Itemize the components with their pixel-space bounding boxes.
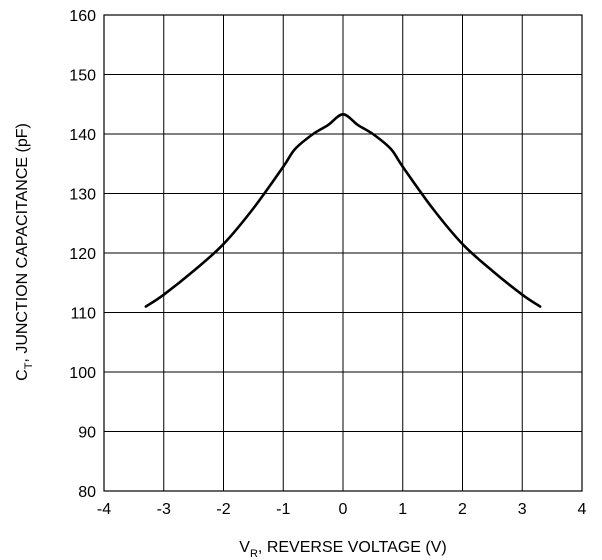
x-tick-label: -1 <box>276 501 290 518</box>
y-tick-label: 130 <box>69 187 96 204</box>
y-tick-label: 150 <box>69 68 96 85</box>
y-tick-labels: 80 90 100 110 120 130 140 150 160 <box>69 8 96 501</box>
x-tick-label: 0 <box>339 501 348 518</box>
x-tick-label: 4 <box>578 501 587 518</box>
y-tick-label: 120 <box>69 246 96 263</box>
x-axis-title: VR, REVERSE VOLTAGE (V) <box>239 539 446 560</box>
x-tick-label: 2 <box>458 501 467 518</box>
plot-frame <box>103 14 583 492</box>
x-tick-label: -3 <box>157 501 171 518</box>
y-tick-label: 110 <box>70 306 96 323</box>
y-tick-label: 140 <box>69 127 96 144</box>
y-tick-label: 160 <box>69 8 96 25</box>
x-tick-labels: -4 -3 -2 -1 0 1 2 3 4 <box>97 501 587 518</box>
x-tick-label: 3 <box>518 501 527 518</box>
capacitance-curve <box>144 113 542 308</box>
y-tick-label: 90 <box>78 425 96 442</box>
y-axis-title: CT, JUNCTION CAPACITANCE (pF) <box>14 123 35 381</box>
x-tick-label: 1 <box>398 501 407 518</box>
y-tick-label: 80 <box>78 484 96 501</box>
grid <box>103 14 583 492</box>
x-tick-label: -4 <box>97 501 111 518</box>
y-tick-label: 100 <box>69 365 96 382</box>
series-layer <box>144 113 542 308</box>
x-tick-label: -2 <box>216 501 230 518</box>
